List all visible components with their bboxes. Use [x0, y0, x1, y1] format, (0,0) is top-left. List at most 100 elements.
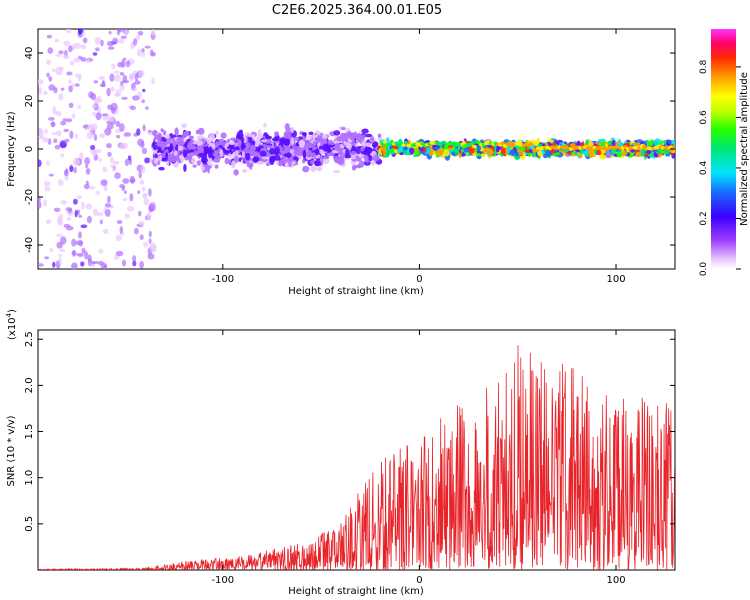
- spectrogram-cell: [47, 47, 54, 54]
- spectrogram-cell: [143, 241, 149, 248]
- spectrogram-cell: [95, 112, 102, 121]
- spectrogram-cell: [110, 86, 115, 92]
- spectrogram-ridge-cell: [533, 141, 538, 146]
- spectrogram-cell: [119, 226, 124, 234]
- spectrogram-cell: [52, 105, 57, 114]
- spectrogram-cell: [55, 53, 62, 57]
- spectrogram-cell: [205, 165, 213, 169]
- spectrogram-cell: [219, 148, 224, 157]
- spectrogram-cell: [122, 197, 128, 202]
- spectrogram-cell: [123, 190, 127, 194]
- spectrogram-cell: [78, 214, 83, 218]
- spectrogram-cell: [312, 140, 317, 147]
- spectrogram-cell: [102, 114, 108, 121]
- spectrogram-cell: [93, 133, 98, 141]
- spectrogram-cell: [337, 157, 345, 166]
- spectrogram-xtick-label: 100: [606, 274, 625, 285]
- spectrogram-cell: [249, 147, 256, 151]
- spectrogram-cell: [151, 29, 156, 36]
- spectrogram-cell: [85, 180, 89, 186]
- spectrogram-cell: [196, 160, 201, 166]
- colorbar-label: Normalized spectral amplitude: [739, 72, 750, 226]
- spectrogram-cell: [433, 146, 439, 151]
- spectrogram-cell: [53, 87, 58, 94]
- spectrogram-cell: [159, 155, 162, 162]
- spectrogram-cell: [38, 263, 44, 267]
- spectrogram-cell: [74, 133, 78, 140]
- spectrogram-cell: [368, 155, 373, 162]
- spectrogram-cell: [243, 136, 247, 144]
- spectrogram-cell: [235, 149, 239, 157]
- spectrogram-cell: [43, 199, 47, 207]
- colorbar-ticks: 0.0 0.2 0.4 0.6 0.8: [699, 59, 741, 276]
- spectrogram-cell: [460, 148, 464, 153]
- spectrogram-ridge-cell: [500, 141, 505, 145]
- spectrogram-cell: [129, 178, 136, 183]
- spectrogram-cell: [46, 59, 51, 66]
- spectrogram-cell: [44, 180, 48, 187]
- snr-multiplier: (x104): [5, 309, 18, 340]
- spectrogram-cell: [121, 259, 126, 267]
- spectrogram-cell: [323, 155, 330, 160]
- spectrogram-cell: [69, 165, 74, 173]
- spectrogram-cell: [54, 144, 61, 150]
- spectrogram-cell: [62, 118, 67, 122]
- spectrogram-cell: [168, 156, 172, 161]
- spectrogram-cell: [71, 83, 76, 88]
- spectrogram-cell: [74, 83, 80, 87]
- spectrogram-ylabel: Frequency (Hz): [6, 111, 17, 187]
- spectrogram-cell: [302, 158, 306, 164]
- spectrogram-cell: [142, 52, 146, 58]
- spectrogram-cell: [76, 253, 84, 257]
- spectrogram-cell: [117, 38, 125, 44]
- spectrogram-cell: [63, 224, 71, 228]
- spectrogram-cell: [124, 213, 131, 219]
- spectrogram-cell: [373, 154, 379, 162]
- spectrogram-cell: [144, 45, 151, 49]
- spectrogram-cell: [129, 105, 136, 111]
- spectrogram-cell: [68, 79, 72, 85]
- colorbar-tick-label: 0.8: [699, 59, 709, 74]
- spectrogram-cell: [520, 146, 526, 152]
- spectrogram-cell: [109, 164, 116, 168]
- spectrogram-cell: [356, 148, 361, 155]
- spectrogram-cell: [58, 93, 64, 101]
- spectrogram-cell: [85, 164, 89, 169]
- spectrogram-cell: [120, 80, 124, 86]
- spectrogram-cell: [78, 231, 82, 239]
- spectrogram-cell: [196, 140, 203, 146]
- spectrogram-cell: [319, 156, 323, 160]
- spectrogram-cell: [106, 143, 112, 149]
- spectrogram-ridge-cell: [403, 141, 409, 145]
- spectrogram-cell: [272, 137, 279, 142]
- spectrogram-cell: [98, 76, 106, 80]
- spectrogram-cell: [339, 147, 344, 156]
- spectrogram-cell: [423, 146, 427, 153]
- spectrogram-cell: [164, 134, 170, 139]
- spectrogram-ridge-cell: [528, 142, 534, 147]
- spectrogram-cell: [127, 206, 135, 212]
- spectrogram-cell: [365, 142, 372, 147]
- spectrogram-cell: [245, 141, 251, 148]
- spectrogram-cell: [72, 157, 80, 166]
- spectrogram-cell: [139, 234, 144, 241]
- spectrogram-cell: [53, 138, 58, 144]
- spectrogram-cell: [93, 80, 99, 84]
- spectrogram-cell: [234, 155, 239, 164]
- spectrogram-cell: [48, 173, 54, 177]
- spectrogram-cell: [263, 123, 267, 128]
- spectrogram-cell: [122, 57, 127, 61]
- spectrogram-cell: [91, 261, 96, 265]
- spectrogram-cell: [480, 153, 486, 158]
- spectrogram-cell: [139, 179, 145, 185]
- spectrogram-cell: [64, 138, 70, 143]
- spectrogram-cell: [129, 193, 134, 202]
- spectrogram-cell: [274, 146, 280, 155]
- spectrogram-cell: [281, 157, 288, 163]
- spectrogram-cell: [291, 161, 296, 165]
- colorbar-tick-label: 0.4: [699, 161, 709, 176]
- spectrogram-cell: [88, 186, 96, 190]
- spectrogram-cell: [172, 158, 177, 163]
- spectrogram-cell: [104, 127, 112, 136]
